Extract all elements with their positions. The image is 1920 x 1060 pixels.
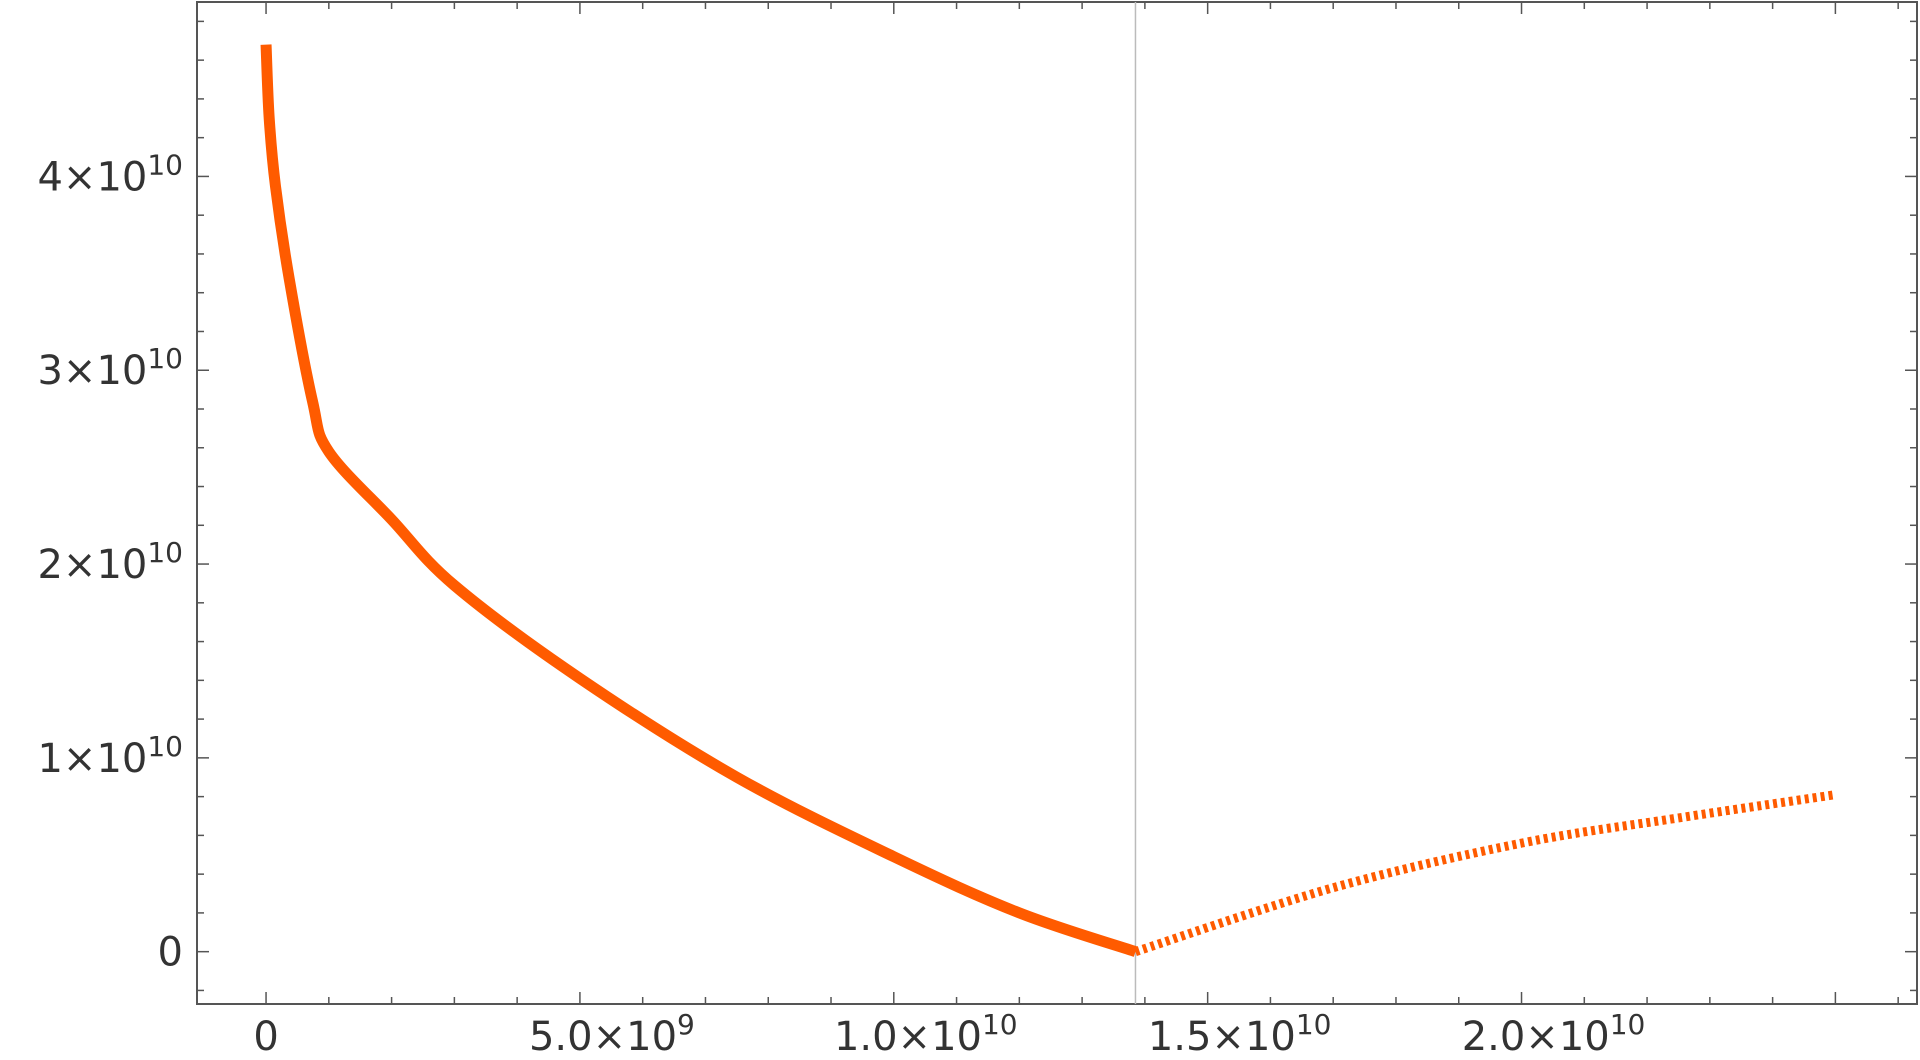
x-tick-label: 1.5×1010: [1148, 1008, 1332, 1060]
solid-series-line: [260, 44, 1138, 957]
x-tick-label: 2.0×1010: [1462, 1008, 1646, 1060]
x-tick-label: 0: [253, 1014, 278, 1060]
tick-labels: 0 5.0×109 1.0×1010 1.5×1010 2.0×1010 0 1×1010 2…: [37, 148, 1645, 1060]
y-tick-label: 1×1010: [37, 730, 183, 782]
y-tick-label: 0: [158, 930, 183, 976]
series: [260, 2, 1837, 1004]
dashed-series-line: [1134, 790, 1837, 956]
y-tick-label: 4×1010: [37, 148, 183, 200]
x-tick-label: 1.0×1010: [834, 1008, 1018, 1060]
plot-frame: [196, 1, 1918, 1005]
y-tick-label: 2×1010: [37, 536, 183, 588]
x-tick-label: 5.0×109: [529, 1008, 695, 1060]
y-tick-label: 3×1010: [37, 342, 183, 394]
ticks: [197, 2, 1917, 1004]
